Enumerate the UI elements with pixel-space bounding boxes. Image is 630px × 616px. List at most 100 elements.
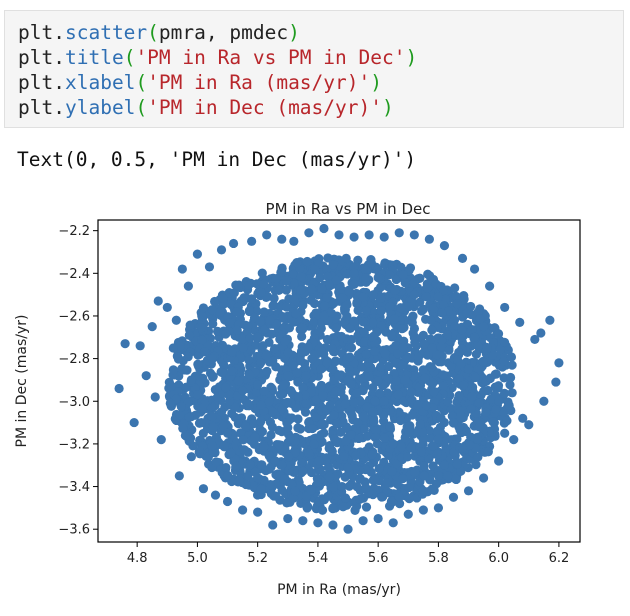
scatter-point	[418, 304, 429, 314]
scatter-point	[457, 253, 468, 263]
scatter-point	[396, 262, 406, 272]
scatter-point	[428, 441, 439, 451]
scatter-point	[418, 486, 428, 496]
scatter-point	[346, 379, 356, 389]
scatter-point	[343, 463, 353, 473]
scatter-point	[210, 490, 221, 500]
scatter-point	[211, 457, 221, 467]
scatter-point	[293, 377, 303, 387]
scatter-point	[409, 290, 419, 300]
scatter-point	[301, 398, 311, 408]
scatter-point	[297, 323, 307, 333]
scatter-point	[415, 297, 425, 307]
scatter-point	[405, 421, 415, 431]
scatter-point	[400, 278, 410, 288]
code-function: ylabel	[64, 96, 136, 119]
scatter-point	[222, 496, 233, 507]
scatter-point	[355, 474, 365, 484]
scatter-point	[397, 360, 408, 370]
scatter-point	[372, 439, 383, 449]
scatter-point	[274, 440, 284, 450]
scatter-point	[379, 232, 389, 242]
scatter-point	[368, 383, 378, 393]
code-object: plt	[18, 71, 54, 94]
scatter-point	[326, 308, 337, 318]
x-tick-label: 6.0	[488, 551, 509, 566]
scatter-point	[481, 407, 491, 417]
scatter-point	[530, 334, 540, 345]
scatter-point	[438, 370, 448, 380]
scatter-point	[353, 418, 363, 428]
scatter-point	[296, 356, 306, 366]
scatter-point	[466, 432, 476, 442]
scatter-point	[286, 385, 296, 396]
scatter-point	[442, 330, 453, 340]
scatter-point	[394, 492, 404, 502]
scatter-point	[402, 452, 413, 462]
scatter-point	[302, 256, 312, 267]
scatter-point	[376, 282, 386, 292]
scatter-point	[419, 339, 429, 349]
scatter-point	[310, 265, 320, 275]
scatter-point	[474, 398, 484, 408]
code-close-paren: )	[382, 96, 394, 119]
scatter-point	[208, 319, 218, 329]
scatter-point	[174, 471, 184, 481]
scatter-point	[340, 493, 351, 503]
scatter-point	[277, 389, 287, 399]
scatter-point	[150, 392, 160, 402]
scatter-point	[300, 407, 311, 417]
scatter-point	[461, 308, 472, 319]
scatter-point	[499, 356, 509, 366]
scatter-point	[283, 452, 294, 462]
scatter-point	[373, 376, 383, 386]
scatter-point	[432, 426, 442, 436]
scatter-point	[328, 364, 338, 374]
scatter-point	[307, 423, 318, 434]
y-tick-label: −2.2	[58, 224, 90, 239]
cell-output-text: Text(0, 0.5, 'PM in Dec (mas/yr)')	[17, 148, 417, 171]
scatter-point	[120, 339, 130, 349]
scatter-point	[515, 317, 525, 327]
scatter-point	[309, 298, 320, 309]
scatter-point	[282, 418, 292, 428]
scatter-point	[233, 376, 244, 386]
scatter-point	[197, 335, 207, 345]
scatter-point	[493, 381, 504, 391]
scatter-point	[366, 258, 377, 268]
scatter-point	[432, 350, 442, 360]
scatter-point	[390, 285, 400, 295]
scatter-point	[375, 388, 385, 398]
scatter-point	[259, 279, 269, 289]
code-cell-input[interactable]: plt.scatter(pmra, pmdec) plt.title('PM in…	[4, 10, 624, 128]
scatter-point	[349, 232, 359, 242]
scatter-point	[251, 387, 262, 397]
scatter-point	[178, 423, 188, 433]
scatter-point	[253, 332, 263, 342]
scatter-point	[487, 350, 498, 360]
y-tick-label: −3.6	[58, 523, 90, 538]
scatter-point	[197, 403, 207, 413]
code-dot: .	[53, 96, 65, 119]
scatter-point	[257, 427, 267, 437]
scatter-point	[266, 430, 276, 440]
scatter-point	[450, 321, 460, 332]
code-line: plt.scatter(pmra, pmdec)	[18, 20, 623, 45]
scatter-point	[507, 360, 517, 370]
scatter-point	[341, 436, 351, 446]
scatter-point	[218, 368, 228, 378]
scatter-point	[266, 329, 277, 339]
scatter-point	[554, 358, 564, 368]
scatter-point	[296, 272, 306, 282]
scatter-point	[407, 410, 417, 420]
scatter-point	[368, 290, 378, 300]
scatter-point	[323, 462, 333, 473]
scatter-point	[238, 505, 248, 515]
scatter-point	[268, 301, 278, 311]
scatter-point	[364, 230, 374, 240]
scatter-point	[298, 516, 308, 526]
scatter-point	[439, 240, 450, 251]
scatter-point	[432, 449, 442, 459]
code-function: scatter	[64, 21, 148, 44]
scatter-point	[250, 432, 260, 443]
